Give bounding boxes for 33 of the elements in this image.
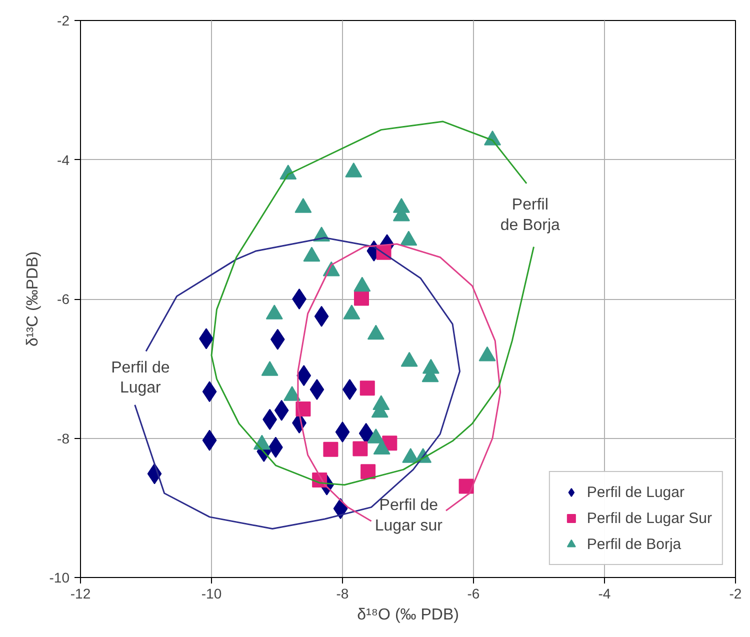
point	[323, 442, 338, 457]
point	[294, 198, 312, 213]
point	[360, 464, 376, 480]
series-label: Perfil de Lugar	[111, 359, 170, 397]
point	[400, 230, 418, 246]
point	[352, 441, 368, 456]
legend-label: Perfil de Lugar	[586, 484, 684, 500]
x-tick-label: -8	[336, 586, 349, 602]
legend-label: Perfil de Lugar Sur	[586, 510, 712, 526]
point	[266, 304, 283, 320]
x-tick-label: -2	[729, 586, 742, 602]
y-tick-label: -6	[57, 291, 70, 307]
y-tick-label: -8	[57, 430, 70, 446]
point	[354, 276, 371, 292]
series-label: Perfil de Borja	[500, 196, 560, 234]
point	[367, 324, 384, 340]
point	[303, 246, 320, 262]
y-tick-label: -10	[49, 570, 70, 586]
point	[345, 162, 362, 178]
point	[354, 290, 369, 306]
point	[360, 380, 375, 396]
y-tick-label: -2	[57, 12, 70, 28]
x-tick-label: -12	[70, 586, 91, 602]
x-tick-label: -6	[467, 586, 480, 602]
point	[343, 304, 360, 320]
x-tick-label: -10	[201, 586, 222, 602]
series-label: Perfil de Lugar sur	[374, 497, 444, 535]
legend-label: Perfil de Borja	[586, 536, 682, 552]
y-tick-label: -4	[57, 152, 70, 168]
x-tick-label: -4	[598, 586, 611, 602]
point	[458, 478, 474, 494]
y-axis-title: δ¹³C (‰PDB)	[24, 251, 42, 347]
x-axis-title: δ¹⁸O (‰ PDB)	[357, 606, 459, 624]
